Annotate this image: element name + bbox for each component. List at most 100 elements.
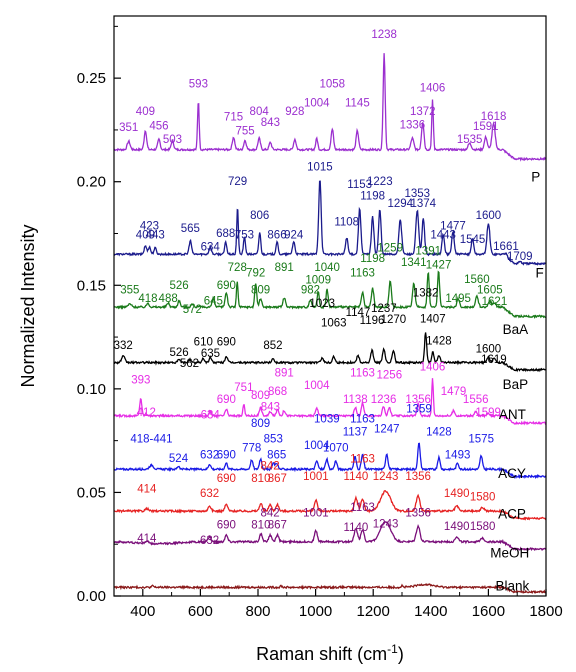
peak-label: 806 xyxy=(250,210,269,222)
x-tick-label: 800 xyxy=(245,603,270,620)
series-line-baa xyxy=(113,270,547,319)
x-tick-label: 400 xyxy=(130,603,155,620)
peak-label: 1391 xyxy=(415,245,441,257)
peak-label: 565 xyxy=(181,223,200,235)
y-tick-label: 0.20 xyxy=(77,174,106,191)
peak-label: 1063 xyxy=(321,318,347,330)
peak-label: 1001 xyxy=(303,507,329,519)
peak-label: 1015 xyxy=(307,161,333,173)
peak-label: 526 xyxy=(169,347,188,359)
peak-label: 1406 xyxy=(420,83,446,95)
series-name-label: MeOH xyxy=(490,545,529,560)
peak-label: 853 xyxy=(264,434,283,446)
peak-label: 1428 xyxy=(426,336,452,348)
peak-label: 690 xyxy=(217,394,236,406)
peak-label: 1238 xyxy=(371,29,397,41)
peak-label: 1256 xyxy=(377,370,403,382)
peak-label: 1372 xyxy=(410,106,436,118)
peak-label: 804 xyxy=(250,106,270,118)
x-tick-label: 600 xyxy=(188,603,213,620)
peak-label: 928 xyxy=(285,106,304,118)
peak-label: 778 xyxy=(242,442,261,454)
series-line-p xyxy=(113,53,547,162)
peak-label: 1605 xyxy=(477,284,503,296)
peak-label: 1140 xyxy=(344,471,369,483)
peak-label: 1575 xyxy=(468,434,494,446)
series-name-label: ACP xyxy=(498,507,526,522)
peak-label: 690 xyxy=(217,336,236,348)
x-axis-title-superscript: -1 xyxy=(387,642,398,656)
peak-label: 632 xyxy=(200,535,219,547)
peak-label: 503 xyxy=(163,134,182,146)
peak-label: 1108 xyxy=(334,216,359,228)
peak-label: 593 xyxy=(189,78,208,90)
x-tick-label: 1600 xyxy=(472,603,505,620)
peak-label: 1198 xyxy=(360,253,385,265)
peak-label: 891 xyxy=(275,367,294,379)
peak-label: 715 xyxy=(224,112,243,124)
peak-label: 1490 xyxy=(444,488,470,500)
peak-label: 443 xyxy=(146,229,165,241)
series-name-layer: P F BaA BaP ANT ACY ACP MeOH Blank xyxy=(490,170,543,594)
peak-label: 393 xyxy=(131,375,150,387)
peak-label: 1661 xyxy=(493,241,519,253)
peak-label: 1580 xyxy=(470,521,496,533)
x-tick-label: 1800 xyxy=(529,603,562,620)
x-tick-label: 1400 xyxy=(414,603,447,620)
series-name-label: BaA xyxy=(503,322,529,337)
peak-label: 688 xyxy=(216,228,235,240)
peak-label: 809 xyxy=(251,390,270,402)
x-axis-title-main: Raman shift (cm xyxy=(256,644,387,664)
peak-label: 1479 xyxy=(441,386,467,398)
peak-label: 1709 xyxy=(507,251,533,263)
peak-label: 1236 xyxy=(371,394,397,406)
peak-label: 524 xyxy=(169,453,189,465)
peak-label: 810 xyxy=(251,473,270,485)
series-name-label: ACY xyxy=(498,466,526,481)
y-tick-label: 0.25 xyxy=(77,70,106,87)
peak-label: 1198 xyxy=(360,190,385,202)
peak-label: 456 xyxy=(149,120,168,132)
peak-label: 868 xyxy=(268,386,287,398)
peak-label: 1406 xyxy=(420,361,446,373)
x-axis-title-end: ) xyxy=(398,644,404,664)
peak-label: 755 xyxy=(235,126,254,138)
peak-label: 865 xyxy=(267,449,286,461)
peak-label: 1374 xyxy=(411,198,437,210)
y-axis-title: Normalized Intensity xyxy=(18,224,38,387)
peak-label: 1356 xyxy=(405,394,431,406)
series-line-blank xyxy=(113,583,547,595)
peak-label: 1140 xyxy=(344,522,369,534)
y-tick-label: 0.00 xyxy=(77,588,106,605)
peak-label-layer: 3514094565035937157558048439281004105811… xyxy=(114,29,533,547)
peak-label: 867 xyxy=(268,520,287,532)
peak-label: 412 xyxy=(137,407,156,419)
peak-label: 645 xyxy=(204,295,223,307)
series-name-label: ANT xyxy=(499,407,526,422)
peak-label: 1294 xyxy=(387,198,413,210)
peak-label: 1621 xyxy=(482,296,508,308)
peak-label: 1591 xyxy=(473,121,499,133)
y-tick-label: 0.15 xyxy=(77,277,106,294)
peak-label: 1137 xyxy=(343,426,368,438)
peak-label: 809 xyxy=(251,418,270,430)
peak-label: 810 xyxy=(251,520,270,532)
peak-label: 924 xyxy=(284,229,304,241)
peak-label: 1009 xyxy=(305,275,331,287)
peak-label: 1163 xyxy=(350,268,375,280)
peak-label: 1477 xyxy=(440,220,466,232)
peak-label: 418-441 xyxy=(130,434,172,446)
peak-label: 634 xyxy=(201,409,221,421)
peak-label: 635 xyxy=(201,348,220,360)
peak-label: 843 xyxy=(261,402,280,414)
peak-label: 332 xyxy=(114,340,133,352)
peak-label: 1196 xyxy=(360,315,385,327)
peak-label: 1535 xyxy=(457,134,483,146)
peak-label: 1039 xyxy=(314,413,340,425)
peak-label: 842 xyxy=(261,507,280,519)
peak-label: 729 xyxy=(228,176,247,188)
peak-label: 690 xyxy=(217,280,236,292)
peak-label: 418 xyxy=(138,293,157,305)
